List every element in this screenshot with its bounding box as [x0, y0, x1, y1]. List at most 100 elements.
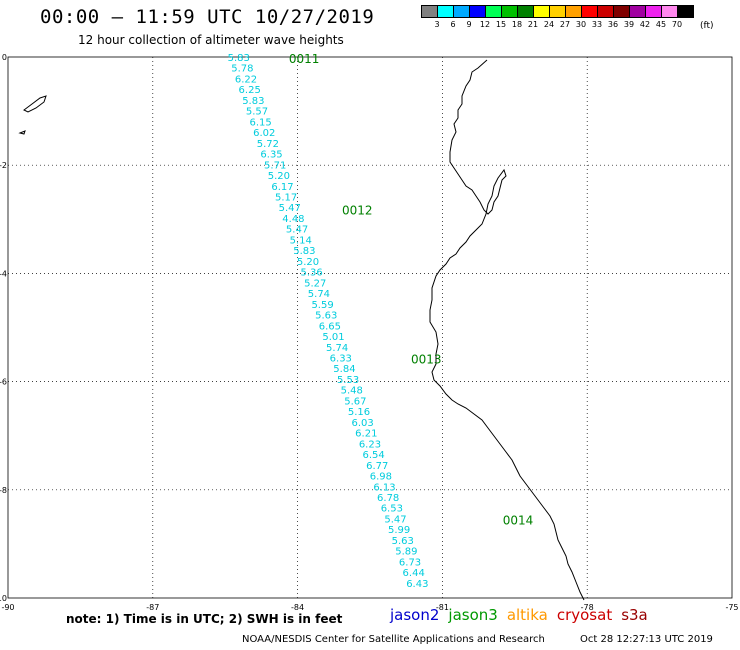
swh-value-label: 6.43	[406, 579, 428, 590]
swh-value-label: 6.15	[249, 117, 271, 128]
swh-value-label: 6.25	[239, 85, 261, 96]
swh-value-label: 5.27	[304, 278, 326, 289]
swh-value-label: 5.57	[246, 107, 268, 118]
swh-value-label: 5.48	[341, 386, 363, 397]
mission-s3a: s3a	[621, 606, 648, 624]
footer-note: note: 1) Time is in UTC; 2) SWH is in fe…	[66, 612, 343, 626]
swh-value-label: 5.78	[231, 64, 253, 75]
galapagos-islet	[18, 130, 26, 135]
lon-tick-label: -75	[725, 603, 738, 612]
swh-value-label: 5.63	[315, 311, 337, 322]
swh-value-label: 5.67	[344, 396, 366, 407]
scale-label: 36	[607, 20, 619, 29]
time-label: 0012	[342, 204, 373, 218]
scale-label: 33	[591, 20, 603, 29]
swh-value-label: 5.99	[388, 525, 410, 536]
lat-tick-label: 0	[2, 53, 7, 62]
time-label: 0011	[289, 52, 320, 66]
map-title: 00:00 – 11:59 UTC 10/27/2019	[40, 6, 375, 28]
scale-label: 3	[434, 20, 440, 29]
scale-label: 39	[623, 20, 635, 29]
swh-value-label: 6.73	[399, 557, 421, 568]
lon-tick-label: -78	[581, 603, 594, 612]
scale-label: 18	[511, 20, 523, 29]
scale-label: 6	[450, 20, 456, 29]
lat-tick-label: -2	[0, 161, 7, 170]
swh-value-label: 5.17	[275, 193, 297, 204]
swh-value-label: 5.47	[286, 225, 308, 236]
swh-value-label: 6.22	[235, 74, 257, 85]
scale-cell	[677, 5, 694, 18]
scale-label: 27	[559, 20, 571, 29]
coastline	[429, 59, 585, 601]
swh-value-label: 5.72	[257, 139, 279, 150]
scale-label: 21	[527, 20, 539, 29]
swh-value-label: 6.35	[260, 150, 282, 161]
swh-value-label: 5.89	[395, 547, 417, 558]
scale-label: 24	[543, 20, 555, 29]
swh-value-label: 5.53	[337, 375, 359, 386]
swh-value-label: 5.83	[242, 96, 264, 107]
swh-value-label: 6.33	[330, 353, 352, 364]
lat-tick-label: -4	[0, 269, 7, 278]
scale-label: 45	[655, 20, 667, 29]
swh-value-label: 5.01	[322, 332, 344, 343]
swh-value-label: 4.48	[282, 214, 304, 225]
swh-value-label: 6.98	[370, 472, 392, 483]
swh-value-label: 6.77	[366, 461, 388, 472]
swh-value-label: 5.16	[348, 407, 370, 418]
swh-value-label: 6.13	[373, 482, 395, 493]
swh-value-label: 5.20	[297, 257, 319, 268]
color-scale-labels: 3 6 9 12 15 18 21 24 27 30 33 36 39 42 45 70	[421, 18, 693, 32]
swh-value-label: 5.63	[392, 536, 414, 547]
galapagos-island	[23, 95, 47, 113]
scale-label: 12	[479, 20, 491, 29]
swh-value-label: 5.36	[301, 268, 323, 279]
lat-tick-label: -6	[0, 378, 7, 387]
swh-value-label: 6.65	[319, 321, 341, 332]
swh-value-label: 5.47	[384, 514, 406, 525]
mission-cryosat: cryosat	[556, 606, 613, 624]
map-subtitle: 12 hour collection of altimeter wave hei…	[78, 33, 344, 47]
swh-value-label: 6.54	[362, 450, 384, 461]
swh-value-label: 6.17	[271, 182, 293, 193]
time-label: 0013	[411, 352, 442, 366]
swh-value-label: 5.14	[290, 235, 312, 246]
scale-label: 70	[671, 20, 683, 29]
generated-timestamp: Oct 28 12:27:13 UTC 2019	[580, 634, 713, 645]
scale-unit: (ft)	[700, 21, 714, 31]
swh-value-label: 6.78	[377, 493, 399, 504]
swh-value-label: 6.02	[253, 128, 275, 139]
swh-value-label: 5.83	[228, 53, 250, 64]
mission-legend: jason2 jason3 altika cryosat s3a	[390, 606, 657, 624]
lon-tick-label: -87	[146, 603, 159, 612]
scale-label: 15	[495, 20, 507, 29]
lon-tick-label: -90	[1, 603, 14, 612]
credit-text: NOAA/NESDIS Center for Satellite Applica…	[242, 634, 545, 645]
swh-value-label: 5.83	[293, 246, 315, 257]
wave-height-color-scale: 3 6 9 12 15 18 21 24 27 30 33 36 39 42 45 70	[421, 5, 694, 32]
time-label: 0014	[503, 514, 534, 528]
lon-tick-label: -84	[291, 603, 304, 612]
lat-tick-label: -8	[0, 486, 7, 495]
swh-value-label: 5.84	[333, 364, 355, 375]
mission-jason3: jason3	[448, 606, 498, 624]
lat-tick-label: -10	[0, 594, 7, 603]
swh-value-label: 6.21	[355, 429, 377, 440]
swh-value-label: 5.47	[279, 203, 301, 214]
swh-value-label: 6.53	[381, 504, 403, 515]
swh-value-label: 6.23	[359, 439, 381, 450]
swh-value-label: 5.71	[264, 160, 286, 171]
mission-altika: altika	[506, 606, 548, 624]
scale-label: 42	[639, 20, 651, 29]
map-frame	[7, 56, 733, 599]
swh-value-label: 5.59	[311, 300, 333, 311]
lon-tick-label: -81	[436, 603, 449, 612]
swh-value-label: 6.44	[403, 568, 425, 579]
scale-label: 9	[466, 20, 472, 29]
swh-value-label: 6.03	[352, 418, 374, 429]
color-scale-cells	[421, 5, 694, 18]
swh-value-label: 5.20	[268, 171, 290, 182]
swh-value-label: 5.74	[308, 289, 330, 300]
